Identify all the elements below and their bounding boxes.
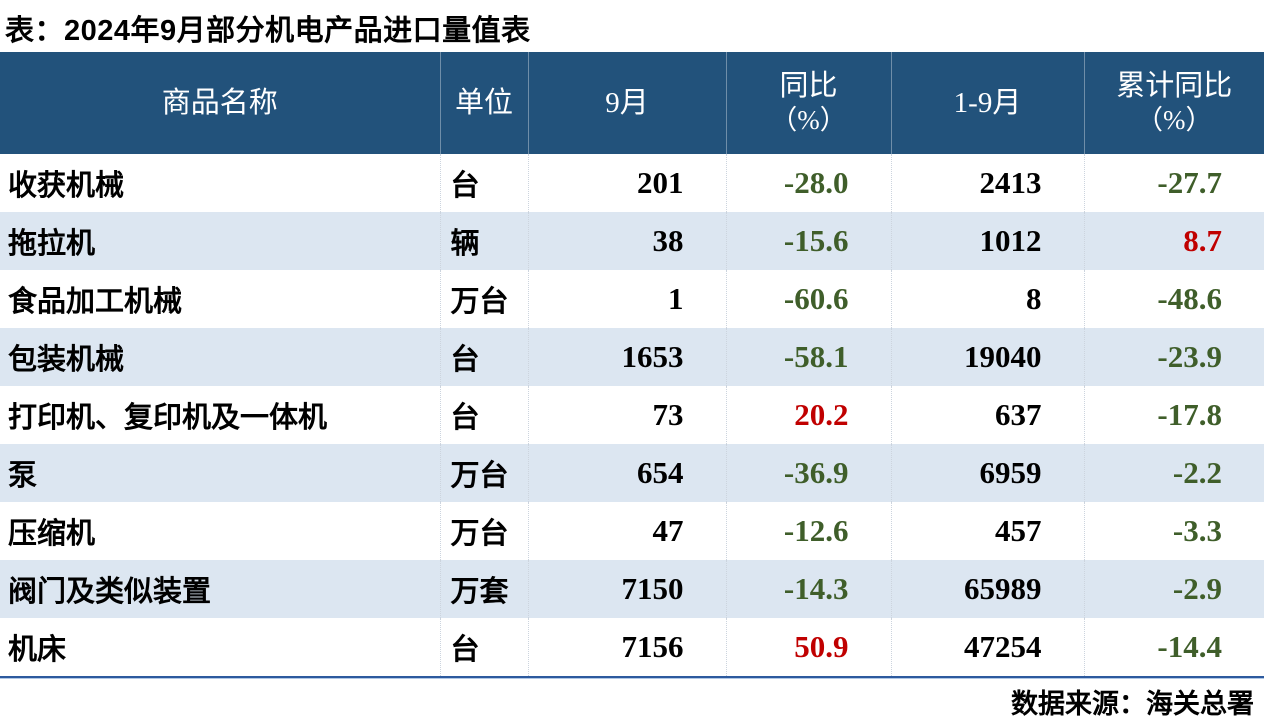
table-row: 收获机械 台 201 -28.0 2413 -27.7 [0, 154, 1264, 212]
table-row: 压缩机 万台 47 -12.6 457 -3.3 [0, 502, 1264, 560]
cell-cumulative-yoy-percent: -17.8 [1083, 386, 1264, 444]
table-row: 食品加工机械 万台 1 -60.6 8 -48.6 [0, 270, 1264, 328]
table-row: 拖拉机 辆 38 -15.6 1012 8.7 [0, 212, 1264, 270]
cell-jan-sep-value: 457 [890, 502, 1084, 560]
cell-product-name: 收获机械 [8, 170, 125, 202]
header-unit: 单位 [439, 52, 528, 154]
table-bottom-rule [0, 676, 1264, 678]
cell-cumulative-yoy-percent: -27.7 [1083, 154, 1264, 212]
header-yoy: 同比 （%） [725, 52, 891, 154]
cell-september-value: 7156 [527, 618, 726, 676]
cell-unit: 台 [439, 618, 528, 676]
cell-unit: 台 [439, 386, 528, 444]
cell-product-name: 泵 [8, 460, 38, 492]
header-row: 商品名称 单位 9月 同比 （%） 1-9月 累计同比 （%） [0, 52, 1264, 154]
cell-unit: 万台 [439, 270, 528, 328]
cell-september-value: 201 [527, 154, 726, 212]
cell-yoy-percent: 50.9 [725, 618, 891, 676]
cell-unit: 万台 [439, 502, 528, 560]
table-row: 打印机、复印机及一体机 台 73 20.2 637 -17.8 [0, 386, 1264, 444]
cell-jan-sep-value: 8 [890, 270, 1084, 328]
cell-unit: 万台 [439, 444, 528, 502]
cell-september-value: 1 [527, 270, 726, 328]
header-september: 9月 [527, 52, 726, 154]
cell-unit: 辆 [439, 212, 528, 270]
cell-product-name: 食品加工机械 [8, 286, 183, 318]
cell-september-value: 73 [527, 386, 726, 444]
cell-yoy-percent: 20.2 [725, 386, 891, 444]
header-jan-sep: 1-9月 [890, 52, 1084, 154]
cell-september-value: 654 [527, 444, 726, 502]
header-label: 累计同比 [1116, 70, 1233, 102]
cell-cumulative-yoy-percent: 8.7 [1083, 212, 1264, 270]
table-row: 机床 台 7156 50.9 47254 -14.4 [0, 618, 1264, 676]
header-label: 9月 [605, 86, 649, 119]
cell-unit: 台 [439, 328, 528, 386]
table-title: 表：2024年9月部分机电产品进口量值表 [5, 15, 531, 47]
cell-product-name: 包装机械 [8, 344, 125, 376]
table-bottom-rule-highlight [0, 678, 1264, 679]
cell-yoy-percent: -12.6 [725, 502, 891, 560]
cell-cumulative-yoy-percent: -3.3 [1083, 502, 1264, 560]
cell-cumulative-yoy-percent: -23.9 [1083, 328, 1264, 386]
cell-jan-sep-value: 1012 [890, 212, 1084, 270]
header-label: 1-9月 [953, 86, 1022, 119]
cell-cumulative-yoy-percent: -2.9 [1083, 560, 1264, 618]
cell-yoy-percent: -58.1 [725, 328, 891, 386]
table-row: 泵 万台 654 -36.9 6959 -2.2 [0, 444, 1264, 502]
cell-jan-sep-value: 19040 [890, 328, 1084, 386]
header-sublabel: （%） [770, 105, 847, 136]
table-body: 收获机械台 201 -28.0 2413 -27.7 拖拉机辆 38 -15.6 1012 8.7… [0, 154, 1264, 676]
cell-product-name: 压缩机 [8, 518, 96, 550]
header-label: 商品名称 [161, 86, 278, 119]
header-sublabel: （%） [1136, 105, 1213, 136]
cell-unit: 万套 [439, 560, 528, 618]
header-cumulative-yoy: 累计同比 （%） [1083, 52, 1264, 154]
cell-unit: 台 [439, 154, 528, 212]
cell-product-name: 机床 [8, 634, 67, 666]
cell-yoy-percent: -36.9 [725, 444, 891, 502]
cell-product-name: 阀门及类似装置 [8, 576, 212, 608]
cell-product-name: 拖拉机 [8, 228, 96, 260]
cell-yoy-percent: -28.0 [725, 154, 891, 212]
cell-jan-sep-value: 47254 [890, 618, 1084, 676]
table-row: 包装机械 台 1653 -58.1 19040 -23.9 [0, 328, 1264, 386]
cell-september-value: 1653 [527, 328, 726, 386]
data-source-note: 数据来源：海关总署 [1011, 688, 1254, 719]
cell-cumulative-yoy-percent: -14.4 [1083, 618, 1264, 676]
cell-jan-sep-value: 6959 [890, 444, 1084, 502]
cell-product-name: 打印机、复印机及一体机 [8, 402, 328, 434]
cell-jan-sep-value: 65989 [890, 560, 1084, 618]
header-product-name: 商品名称 [0, 52, 440, 154]
header-label: 同比 [779, 70, 838, 102]
table-header: 商品名称 单位 9月 同比 （%） 1-9月 累计同比 （%） [0, 52, 1264, 154]
header-label: 单位 [454, 86, 513, 119]
cell-yoy-percent: -60.6 [725, 270, 891, 328]
cell-cumulative-yoy-percent: -2.2 [1083, 444, 1264, 502]
cell-yoy-percent: -14.3 [725, 560, 891, 618]
cell-jan-sep-value: 637 [890, 386, 1084, 444]
cell-september-value: 47 [527, 502, 726, 560]
cell-september-value: 38 [527, 212, 726, 270]
cell-yoy-percent: -15.6 [725, 212, 891, 270]
table-row: 阀门及类似装置 万套 7150 -14.3 65989 -2.9 [0, 560, 1264, 618]
cell-jan-sep-value: 2413 [890, 154, 1084, 212]
import-data-table: 商品名称 单位 9月 同比 （%） 1-9月 累计同比 （%） [0, 52, 1264, 676]
cell-cumulative-yoy-percent: -48.6 [1083, 270, 1264, 328]
cell-september-value: 7150 [527, 560, 726, 618]
